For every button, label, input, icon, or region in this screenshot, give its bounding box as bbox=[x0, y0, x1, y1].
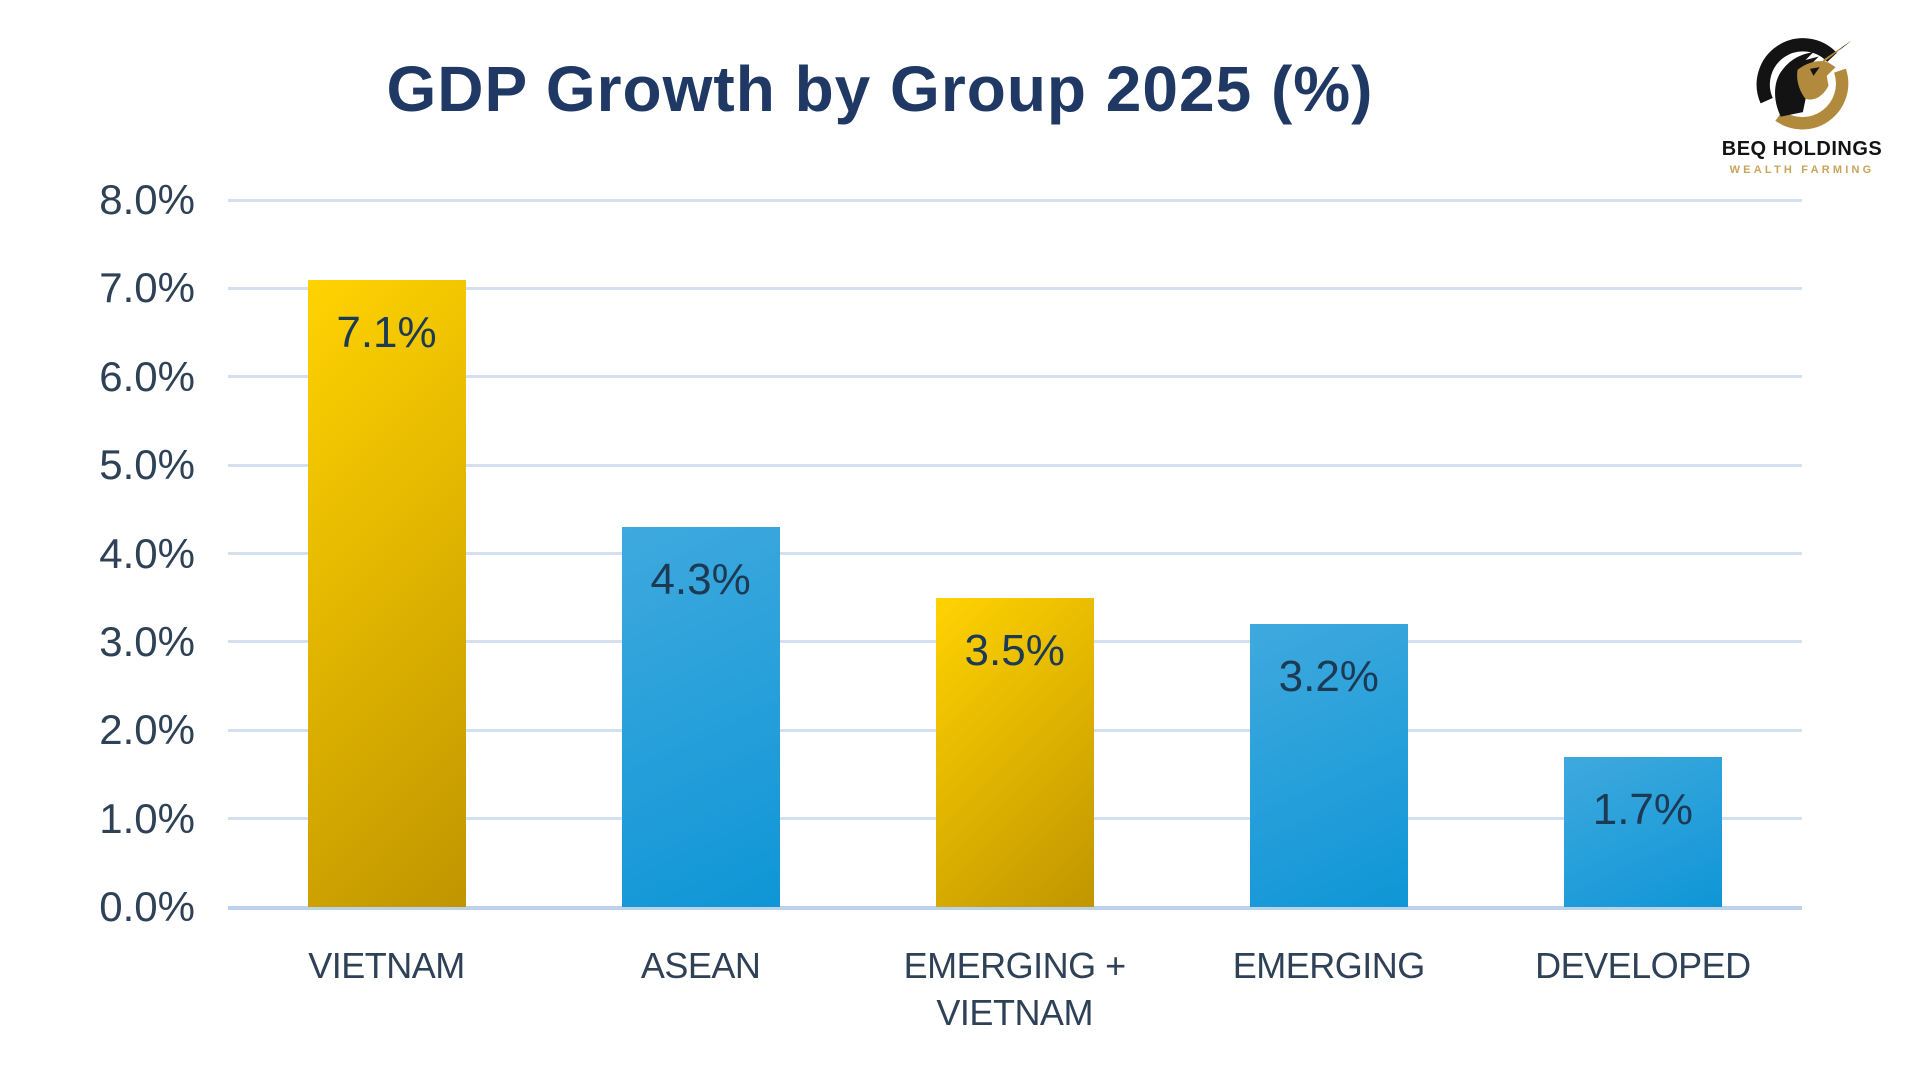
bar-value-label: 3.5% bbox=[964, 625, 1065, 675]
y-tick-label: 4.0% bbox=[99, 529, 195, 577]
y-tick-label: 0.0% bbox=[99, 883, 195, 930]
bar-emerging-vietnam: 3.5% bbox=[935, 597, 1094, 907]
y-tick-label: 1.0% bbox=[99, 794, 195, 842]
x-category-label: EMERGING bbox=[1232, 945, 1426, 986]
logo-tagline: WEALTH FARMING bbox=[1729, 164, 1875, 176]
x-category-label: ASEAN bbox=[640, 945, 761, 986]
company-logo: BEQ HOLDINGS WEALTH FARMING bbox=[1677, 30, 1920, 176]
gridline bbox=[228, 552, 1802, 555]
y-tick-label: 7.0% bbox=[99, 264, 195, 312]
gridline bbox=[228, 286, 1802, 290]
gridline bbox=[228, 375, 1802, 379]
y-tick-label: 5.0% bbox=[99, 441, 195, 489]
gridline bbox=[228, 198, 1802, 202]
gridline bbox=[228, 463, 1802, 467]
bar-value-label: 4.3% bbox=[650, 554, 751, 604]
y-tick-label: 3.0% bbox=[99, 617, 195, 665]
logo-company-name: BEQ HOLDINGS bbox=[1721, 138, 1883, 160]
y-tick-label: 2.0% bbox=[99, 706, 195, 754]
bar-asean: 4.3% bbox=[621, 526, 780, 907]
bar-emerging: 3.2% bbox=[1249, 624, 1408, 907]
y-tick-label: 8.0% bbox=[99, 176, 195, 223]
bar-value-label: 7.1% bbox=[336, 307, 437, 357]
gridline bbox=[228, 905, 1802, 910]
x-category-label: VIETNAM bbox=[308, 945, 465, 986]
x-category-label: EMERGING + VIETNAM bbox=[903, 945, 1127, 1033]
chart-title: GDP Growth by Group 2025 (%) bbox=[386, 53, 1374, 125]
bar-value-label: 3.2% bbox=[1278, 652, 1379, 702]
bar-developed: 1.7% bbox=[1563, 756, 1722, 907]
x-category-label: DEVELOPED bbox=[1535, 945, 1751, 986]
bar-vietnam: 7.1% bbox=[307, 279, 466, 907]
bar-value-label: 1.7% bbox=[1592, 784, 1694, 834]
unicorn-logo-icon bbox=[1756, 38, 1852, 130]
y-tick-label: 6.0% bbox=[99, 352, 195, 400]
